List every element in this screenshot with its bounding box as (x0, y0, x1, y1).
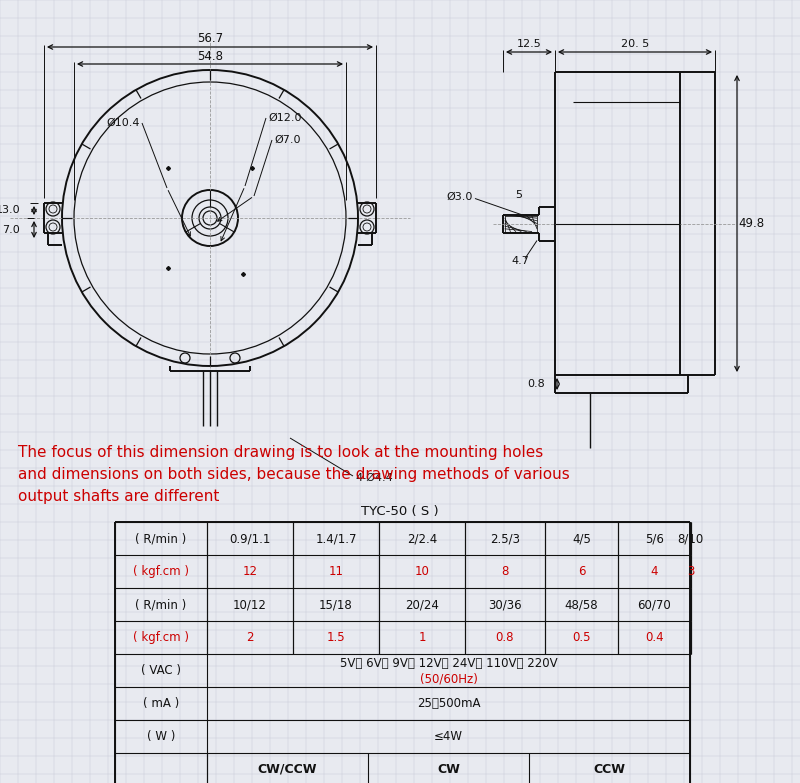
Text: 30/36: 30/36 (488, 598, 522, 611)
Text: 15/18: 15/18 (319, 598, 353, 611)
Text: 8: 8 (502, 565, 509, 578)
Text: Ø12.0: Ø12.0 (268, 113, 302, 123)
Text: 5V， 6V， 9V， 12V， 24V， 110V， 220V: 5V， 6V， 9V， 12V， 24V， 110V， 220V (340, 657, 558, 670)
Text: 25～500mA: 25～500mA (417, 697, 480, 710)
Text: The focus of this dimension drawing is to look at the mounting holes: The focus of this dimension drawing is t… (18, 445, 543, 460)
Text: 60/70: 60/70 (638, 598, 671, 611)
Text: ( kgf.cm ): ( kgf.cm ) (133, 565, 189, 578)
Text: 10: 10 (414, 565, 430, 578)
Text: 48/58: 48/58 (565, 598, 598, 611)
Text: Ø10.4: Ø10.4 (106, 118, 140, 128)
Text: 20. 5: 20. 5 (621, 39, 649, 49)
Text: 4.7: 4.7 (511, 257, 529, 266)
Text: 0.8: 0.8 (527, 379, 545, 389)
Text: 20/24: 20/24 (405, 598, 439, 611)
Text: output shafts are different: output shafts are different (18, 489, 219, 504)
Text: 54.8: 54.8 (197, 49, 223, 63)
Text: 10/12: 10/12 (233, 598, 267, 611)
Text: 11: 11 (329, 565, 343, 578)
Text: 1: 1 (418, 631, 426, 644)
Text: 6: 6 (578, 565, 586, 578)
Text: 13.0: 13.0 (0, 205, 20, 215)
Text: 1.4/1.7: 1.4/1.7 (315, 532, 357, 545)
Text: 0.9/1.1: 0.9/1.1 (230, 532, 270, 545)
Text: 5/6: 5/6 (645, 532, 664, 545)
Text: ( R/min ): ( R/min ) (135, 532, 186, 545)
Text: ( kgf.cm ): ( kgf.cm ) (133, 631, 189, 644)
Text: 7.0: 7.0 (2, 225, 20, 235)
Text: Ø7.0: Ø7.0 (274, 135, 301, 145)
Text: 1.5: 1.5 (326, 631, 346, 644)
Text: TYC-50 ( S ): TYC-50 ( S ) (361, 506, 439, 518)
Text: 0.8: 0.8 (496, 631, 514, 644)
Text: 56.7: 56.7 (197, 33, 223, 45)
Text: 2: 2 (246, 631, 254, 644)
Text: ≤4W: ≤4W (434, 730, 463, 743)
Text: ( W ): ( W ) (147, 730, 175, 743)
Text: 12.5: 12.5 (517, 39, 542, 49)
Text: 0.5: 0.5 (572, 631, 590, 644)
Text: ( R/min ): ( R/min ) (135, 598, 186, 611)
Text: 4: 4 (650, 565, 658, 578)
Text: 3: 3 (687, 565, 694, 578)
Text: 2.5/3: 2.5/3 (490, 532, 520, 545)
Text: ( mA ): ( mA ) (143, 697, 179, 710)
Text: 12: 12 (242, 565, 258, 578)
Text: 2/2.4: 2/2.4 (407, 532, 437, 545)
Text: 8/10: 8/10 (678, 532, 704, 545)
Text: 4/5: 4/5 (572, 532, 591, 545)
Text: Ø3.0: Ø3.0 (446, 192, 473, 201)
Text: 4-Ø4.4: 4-Ø4.4 (355, 473, 393, 483)
Text: 5: 5 (515, 190, 522, 200)
Text: 0.4: 0.4 (645, 631, 664, 644)
Text: ( VAC ): ( VAC ) (141, 664, 181, 677)
Text: CW/CCW: CW/CCW (258, 763, 318, 776)
Text: 49.8: 49.8 (738, 217, 764, 230)
Text: CCW: CCW (594, 763, 626, 776)
Text: and dimensions on both sides, because the drawing methods of various: and dimensions on both sides, because th… (18, 467, 570, 482)
Text: (50/60Hz): (50/60Hz) (419, 673, 478, 686)
Text: CW: CW (437, 763, 460, 776)
